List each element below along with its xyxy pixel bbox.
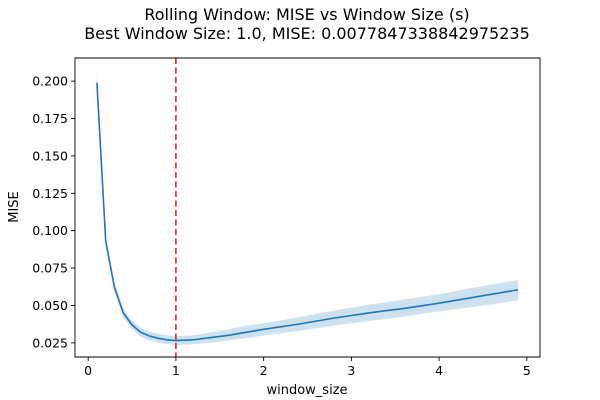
data-point <box>438 302 440 304</box>
y-tick-label: 0.050 <box>32 298 68 313</box>
data-point <box>333 317 335 319</box>
y-tick-label: 0.025 <box>32 335 68 350</box>
x-tick-label: 0 <box>84 363 92 378</box>
series-line-0 <box>96 82 519 342</box>
data-point <box>157 337 159 339</box>
data-point <box>368 312 370 314</box>
x-tick-label: 2 <box>260 363 268 378</box>
data-point <box>517 289 519 291</box>
y-tick-label: 0.125 <box>32 186 68 201</box>
chart-title: Rolling Window: MISE vs Window Size (s) <box>144 5 469 24</box>
data-point <box>228 334 230 336</box>
data-point <box>403 307 405 309</box>
x-tick-label: 5 <box>523 363 531 378</box>
y-axis-ticks: 0.025 0.050 0.075 0.100 0.125 0.150 0.175 0.200 <box>32 74 75 350</box>
y-tick-label: 0.100 <box>32 223 68 238</box>
data-point <box>210 337 212 339</box>
data-point <box>263 328 265 330</box>
y-tick-label: 0.075 <box>32 261 68 276</box>
x-tick-label: 1 <box>172 363 180 378</box>
data-point <box>298 323 300 325</box>
data-point <box>473 296 475 298</box>
confidence-band-0 <box>96 67 519 346</box>
y-axis-label: MISE <box>7 191 22 223</box>
data-point <box>122 312 124 314</box>
y-tick-label: 0.175 <box>32 111 68 126</box>
x-tick-label: 4 <box>435 363 443 378</box>
data-point <box>105 240 107 242</box>
y-tick-label: 0.150 <box>32 148 68 163</box>
chart-subtitle: Best Window Size: 1.0, MISE: 0.007784733… <box>84 24 530 43</box>
data-point <box>113 286 115 288</box>
plot-area <box>96 58 519 357</box>
data-point <box>131 324 133 326</box>
data-point <box>166 339 168 341</box>
x-tick-label: 3 <box>347 363 355 378</box>
data-point <box>96 82 98 84</box>
data-point <box>140 331 142 333</box>
y-tick-label: 0.200 <box>32 74 68 89</box>
x-axis-ticks: 0 1 2 3 4 5 <box>84 357 531 378</box>
x-axis-label: window_size <box>266 383 347 398</box>
data-point <box>175 340 177 342</box>
axes <box>74 57 541 358</box>
data-point <box>245 331 247 333</box>
data-point <box>149 335 151 337</box>
data-point <box>192 339 194 341</box>
plot-frame <box>74 57 541 358</box>
